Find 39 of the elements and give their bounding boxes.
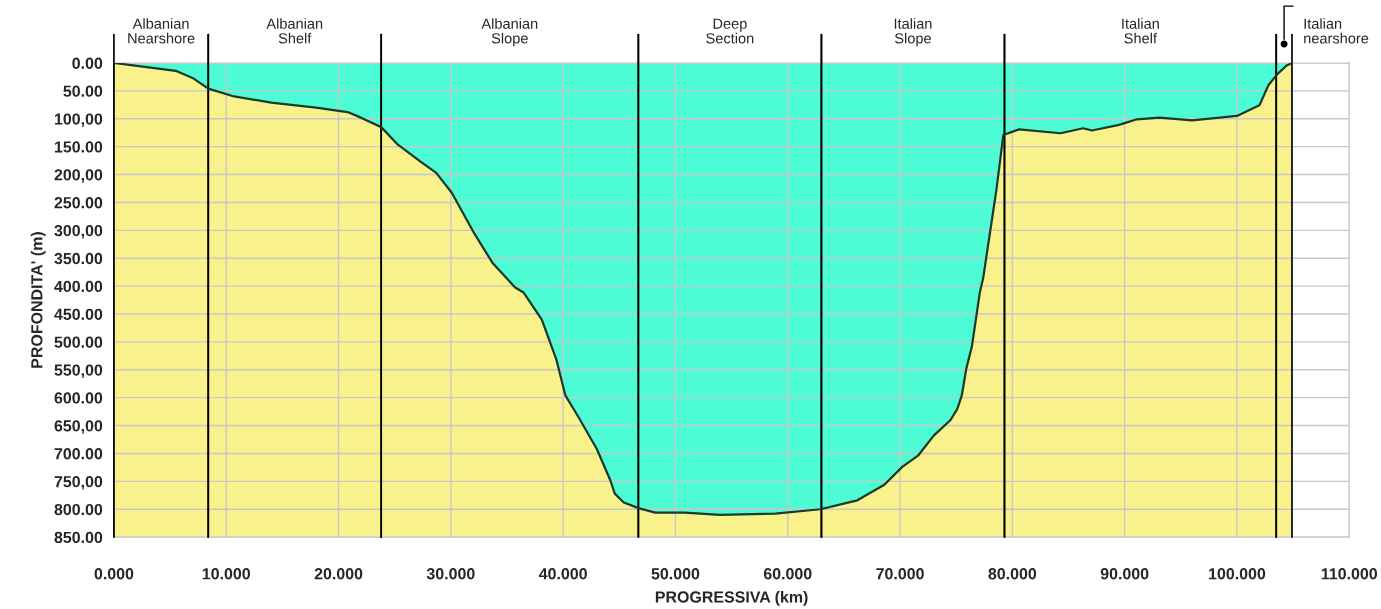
x-tick-label: 20.000 bbox=[314, 568, 363, 580]
y-tick-label: 700.00 bbox=[54, 448, 103, 460]
band-label: Albanian Shelf bbox=[266, 18, 323, 44]
y-axis-title: PROFONDITA' (m) bbox=[30, 232, 46, 368]
y-tick-label: 650,00 bbox=[54, 420, 103, 434]
y-tick-label: 850.00 bbox=[54, 531, 103, 544]
y-tick-label: 150.00 bbox=[54, 141, 103, 153]
y-tick-label: 800.00 bbox=[54, 503, 103, 516]
y-tick-label: 0.00 bbox=[72, 57, 103, 69]
x-tick-label: 10.000 bbox=[202, 568, 251, 580]
y-tick-label: 500.00 bbox=[54, 336, 103, 348]
y-tick-label: 600.00 bbox=[54, 392, 103, 404]
x-tick-label: 80.000 bbox=[988, 568, 1037, 580]
band-label: Italian Slope bbox=[894, 18, 932, 47]
band-label: Italian Shelf bbox=[1122, 18, 1159, 44]
y-tick-label: 50.00 bbox=[63, 85, 103, 97]
x-tick-label: 40.000 bbox=[538, 568, 587, 580]
x-tick-label: 100.000 bbox=[1209, 568, 1266, 580]
band-label: Albanian Slope bbox=[481, 18, 538, 47]
y-tick-label: 300,00 bbox=[54, 224, 103, 239]
y-tick-label: 250.00 bbox=[54, 197, 103, 209]
y-tick-label: 450.00 bbox=[54, 308, 103, 320]
y-tick-label: 350.00 bbox=[54, 252, 103, 265]
x-tick-label: 110.000 bbox=[1321, 568, 1378, 580]
x-tick-label: 70.000 bbox=[876, 568, 924, 580]
x-tick-label: 50.000 bbox=[651, 568, 700, 580]
y-tick-label: 100,00 bbox=[54, 113, 103, 128]
x-tick-label: 60.000 bbox=[763, 568, 812, 580]
y-tick-label: 400.00 bbox=[54, 280, 103, 293]
x-axis-title: PROGRESSIVA (km) bbox=[655, 590, 808, 606]
band-label: Albanian Nearshore bbox=[128, 18, 195, 44]
y-tick-label: 750,00 bbox=[54, 475, 103, 490]
band-label: Italian nearshore bbox=[1304, 18, 1369, 44]
x-tick-label: 90.000 bbox=[1100, 568, 1149, 580]
x-tick-label: 30.000 bbox=[426, 568, 475, 580]
y-tick-label: 550,00 bbox=[54, 364, 103, 379]
y-tick-label: 200,00 bbox=[54, 169, 103, 183]
x-tick-label: 0.000 bbox=[94, 568, 134, 580]
band-label: Deep Section bbox=[706, 18, 754, 44]
